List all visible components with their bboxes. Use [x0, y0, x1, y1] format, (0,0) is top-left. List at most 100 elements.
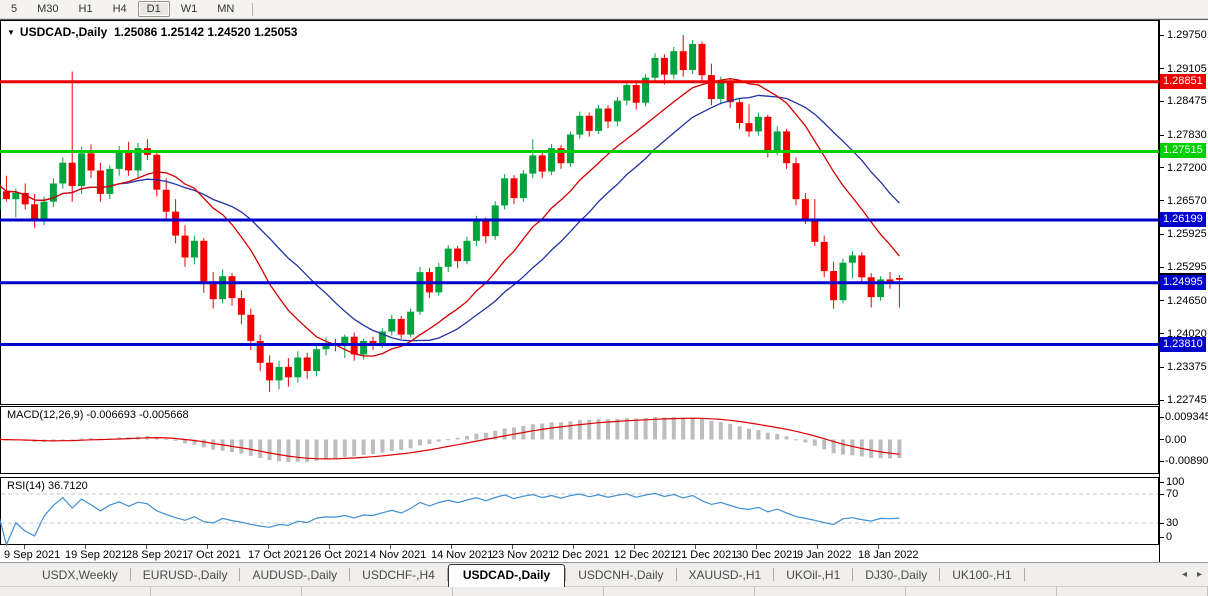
candle-body: [78, 153, 86, 187]
price-tick-label: 1.25925: [1167, 228, 1207, 241]
macd-tick-label: 0.009345: [1165, 411, 1208, 423]
candle-body: [2, 191, 10, 200]
candle-body: [773, 131, 781, 152]
rsi-tick-label: 100: [1166, 476, 1185, 488]
timeframe-button-h4[interactable]: H4: [112, 3, 127, 15]
tab-separator: [1023, 568, 1025, 581]
candle-body: [162, 189, 170, 212]
date-label: 9 Sep 2021: [4, 549, 61, 561]
date-label: 4 Nov 2021: [370, 549, 427, 561]
candle-body: [538, 155, 546, 172]
candle-body: [698, 43, 706, 76]
chart-tab-usdcnh-daily[interactable]: USDCNH-,Daily: [578, 568, 664, 582]
candle-body: [801, 199, 809, 219]
chart-tab-uk100-h1[interactable]: UK100-,H1: [952, 568, 1012, 582]
timeframe-toolbar: 5 M30 H1 H4 D1 W1 MN: [0, 0, 1208, 19]
candle-body: [726, 81, 734, 103]
ma-slow-line: [0, 94, 900, 342]
date-label: 30 Dec 2021: [736, 549, 799, 561]
candle-body: [21, 192, 29, 205]
tab-separator: [349, 568, 351, 581]
candle-body: [811, 218, 819, 242]
price-tick-label: 1.27200: [1167, 161, 1207, 174]
candle-body: [623, 85, 631, 101]
candle-body: [219, 276, 227, 300]
candle-body: [736, 102, 744, 123]
chart-bottom-border: [0, 562, 1208, 563]
date-tick-mark: [268, 545, 269, 549]
price-axis-line: [1159, 20, 1160, 563]
date-tick-mark: [390, 545, 391, 549]
chart-tab-dj30-daily[interactable]: DJ30-,Daily: [865, 568, 928, 582]
candle-body: [0, 183, 1, 210]
chart-tab-xauusd-h1[interactable]: XAUUSD-,H1: [688, 568, 762, 582]
chart-tab-usdx-weekly[interactable]: USDX,Weekly: [42, 568, 118, 582]
timeframe-button-h1[interactable]: H1: [78, 3, 93, 15]
candle-body: [830, 271, 838, 301]
candle-body: [548, 148, 556, 172]
macd-tick-mark: [1160, 460, 1164, 462]
chart-tab-audusd-daily[interactable]: AUDUSD-,Daily: [252, 568, 338, 582]
candle-body: [369, 340, 377, 344]
timeframe-button-5[interactable]: 5: [11, 3, 18, 15]
candle-body: [31, 204, 39, 220]
chart-tab-usdcad-daily[interactable]: USDCAD-,Daily: [447, 564, 566, 587]
macd-signal-line: [0, 417, 900, 460]
status-strip: [0, 587, 1208, 596]
chart-canvas[interactable]: [0, 20, 1160, 563]
tab-separator: [675, 568, 677, 581]
tab-scroll-left-icon[interactable]: ◂: [1181, 569, 1187, 580]
date-tick-mark: [207, 545, 208, 549]
candle-body: [40, 201, 48, 220]
tab-separator: [939, 568, 941, 581]
candle-body: [463, 240, 471, 262]
date-label: 2 Dec 2021: [553, 549, 610, 561]
candle-body: [604, 108, 612, 122]
timeframe-button-mn[interactable]: MN: [217, 3, 235, 15]
candle-body: [294, 357, 302, 378]
price-badge-1.26199: 1.26199: [1160, 212, 1206, 228]
rsi-tick-mark: [1160, 536, 1164, 538]
date-label: 21 Dec 2021: [675, 549, 738, 561]
date-label: 12 Dec 2021: [614, 549, 677, 561]
chart-tab-usdchf-h4[interactable]: USDCHF-,H4: [362, 568, 435, 582]
tab-separator: [565, 568, 567, 581]
rsi-tick-mark: [1160, 522, 1164, 524]
date-tick-mark: [634, 545, 635, 549]
chart-tab-ukoil-h1[interactable]: UKOil-,H1: [786, 568, 841, 582]
candle-body: [576, 115, 584, 135]
candle-body: [87, 153, 95, 171]
candle-body: [407, 311, 415, 335]
macd-tick-label: -0.008902: [1165, 455, 1208, 467]
macd-tick-label: 0.00: [1165, 433, 1187, 446]
price-tick-mark: [1160, 366, 1164, 368]
candle-body: [642, 77, 650, 103]
price-tick-label: 1.26570: [1167, 194, 1207, 207]
rsi-line: [0, 492, 900, 547]
timeframe-button-d1[interactable]: D1: [137, 1, 170, 17]
tab-scroll-right-icon[interactable]: ▸: [1196, 569, 1202, 580]
timeframe-button-m30[interactable]: M30: [37, 3, 59, 15]
candle-body: [228, 276, 236, 299]
toolbar-separator: [252, 2, 254, 16]
date-tick-mark: [817, 545, 818, 549]
date-label: 18 Jan 2022: [858, 549, 919, 561]
date-label: 14 Nov 2021: [431, 549, 494, 561]
candle-body: [613, 100, 621, 122]
candle-body: [472, 220, 480, 241]
candle-body: [266, 362, 274, 381]
candle-body: [172, 211, 180, 236]
candle-body: [501, 178, 509, 206]
candle-body: [510, 178, 518, 199]
price-tick-mark: [1160, 399, 1164, 401]
date-tick-mark: [85, 545, 86, 549]
candle-body: [717, 81, 725, 100]
timeframe-button-w1[interactable]: W1: [180, 3, 198, 15]
candle-body: [707, 75, 715, 100]
chart-dropdown-icon[interactable]: ▼: [7, 28, 15, 37]
rsi-tick-mark: [1160, 493, 1164, 495]
chart-tab-eurusd-daily[interactable]: EURUSD-,Daily: [142, 568, 228, 582]
chart-title: ▼ USDCAD-,Daily 1.25086 1.25142 1.24520 1…: [7, 25, 297, 39]
candle-body: [303, 357, 311, 371]
